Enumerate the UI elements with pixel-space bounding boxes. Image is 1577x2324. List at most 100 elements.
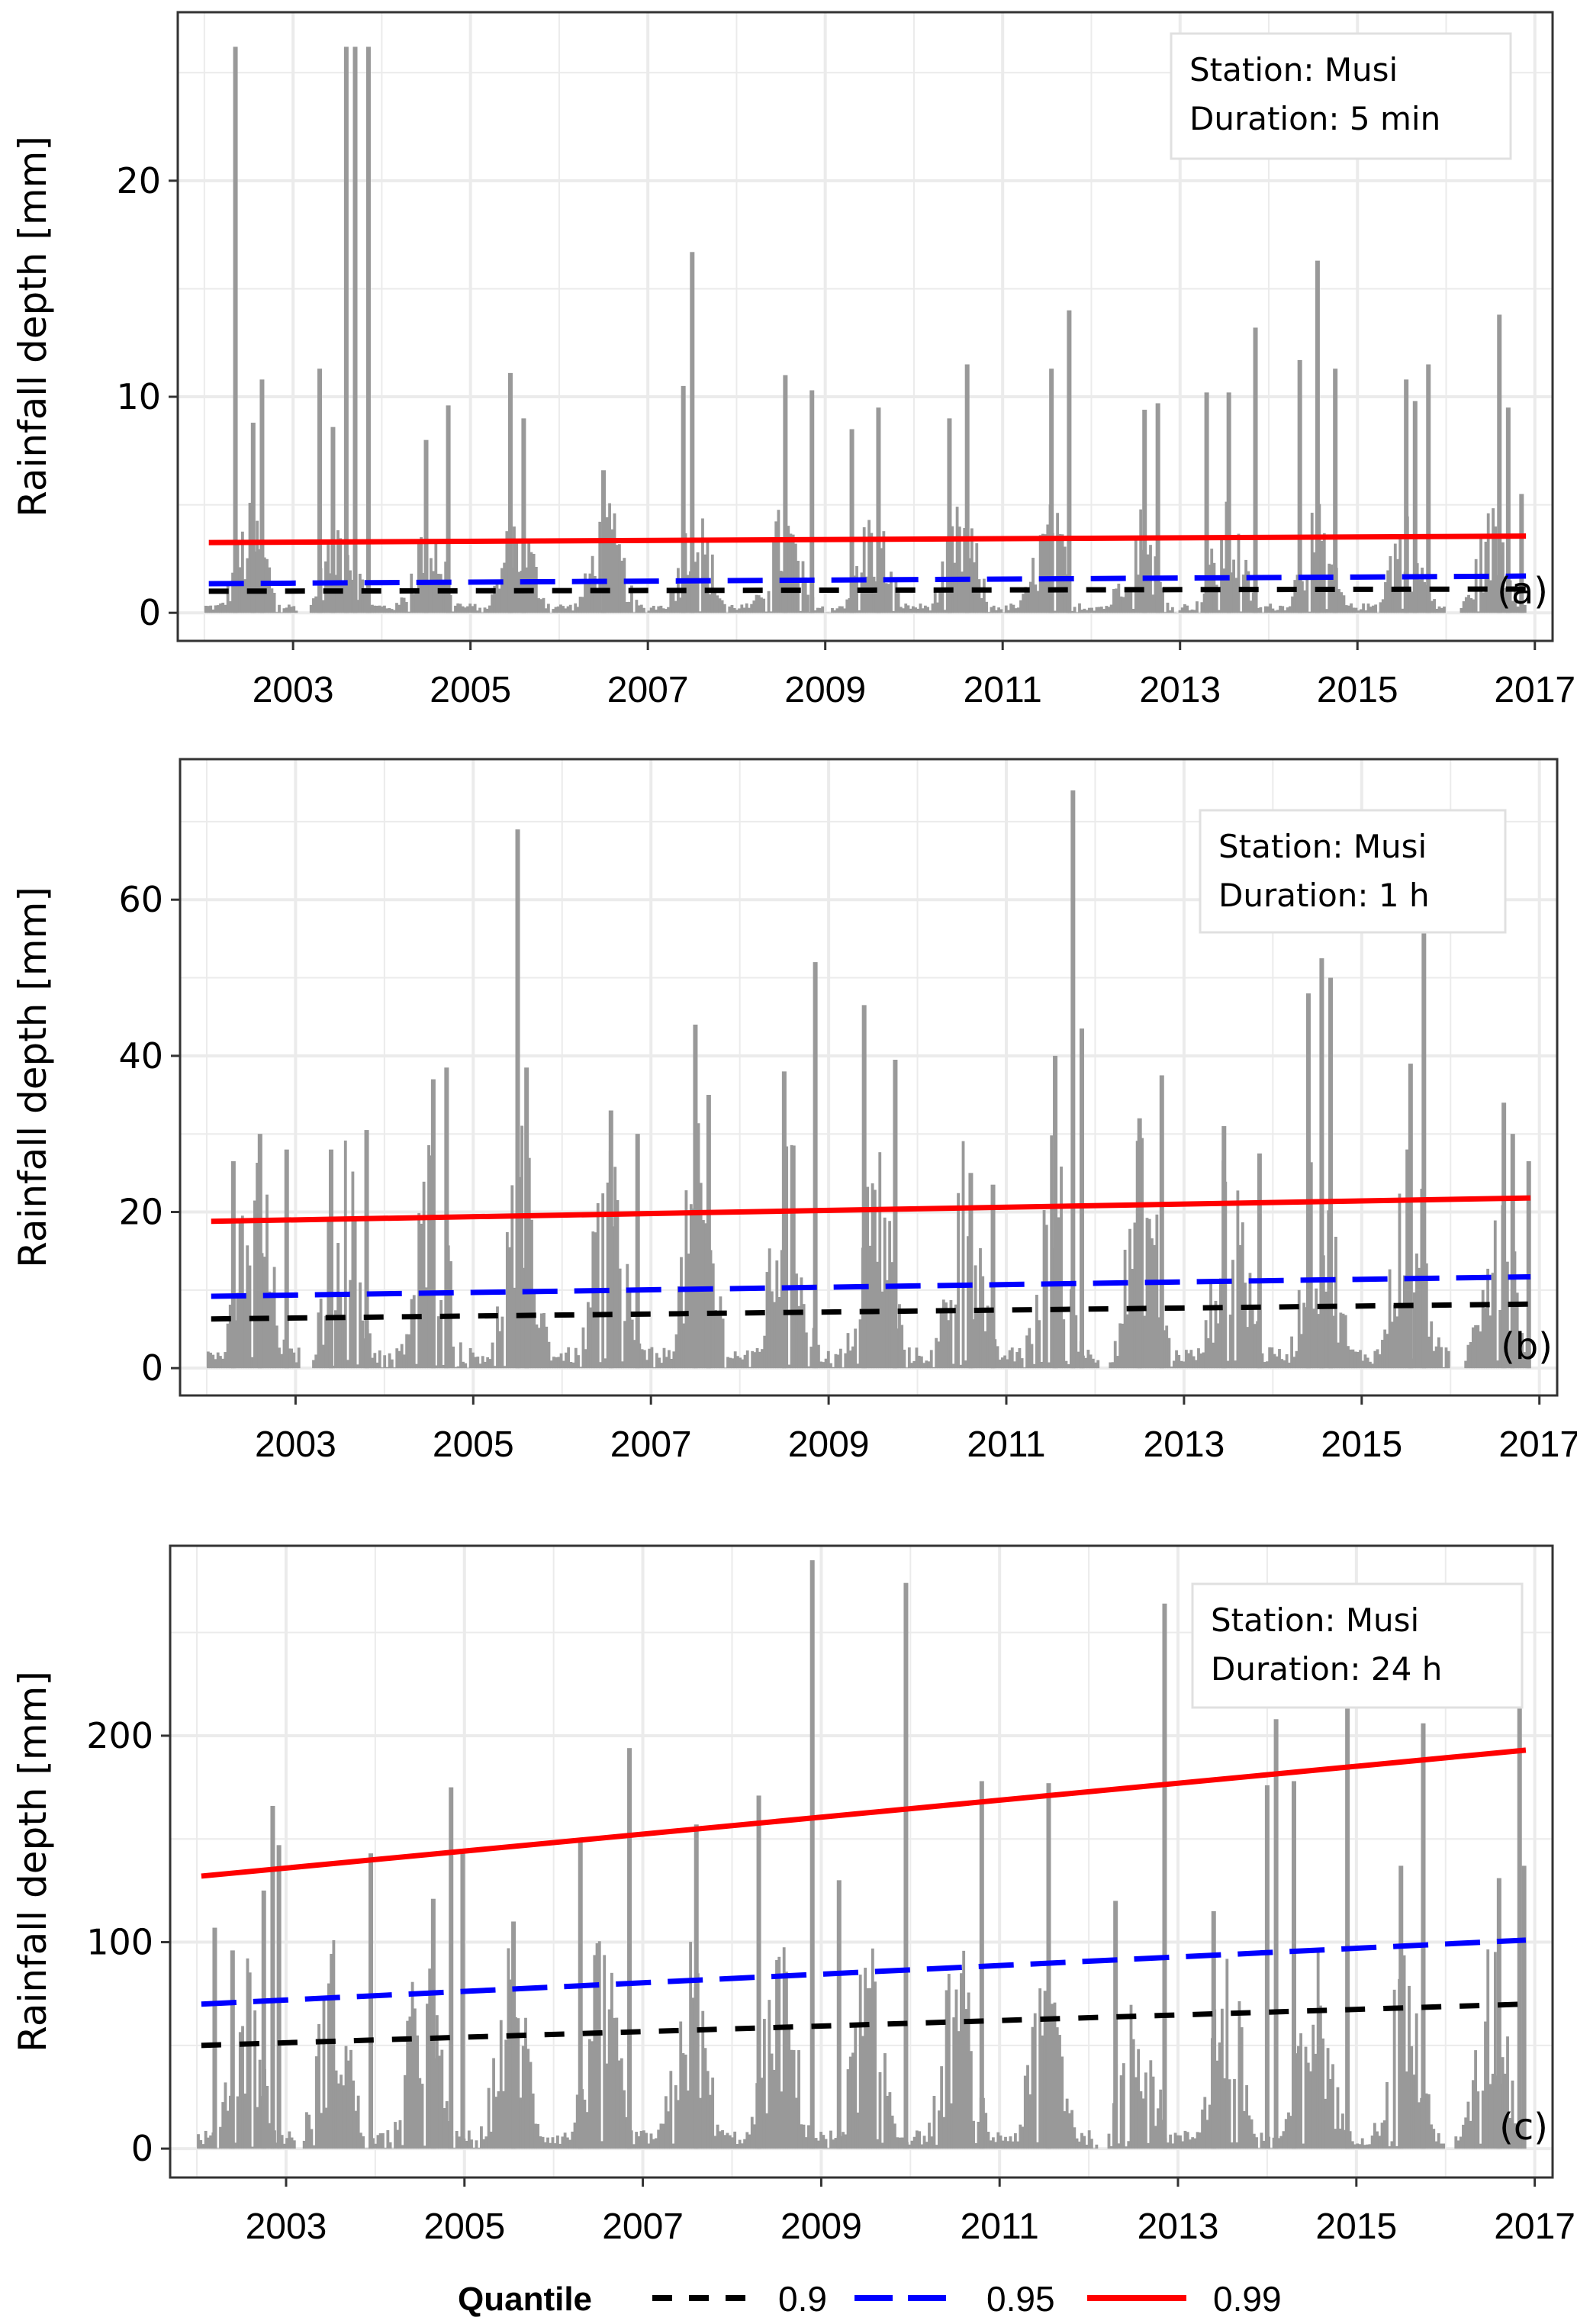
- bar: [731, 1358, 735, 1369]
- bar: [268, 2123, 272, 2149]
- bar: [1141, 1138, 1144, 1369]
- bar: [1157, 2108, 1160, 2149]
- bar: [861, 2036, 864, 2149]
- bar: [591, 2041, 594, 2149]
- bar: [980, 597, 983, 613]
- plot-border: [176, 11, 1554, 642]
- bar: [359, 1282, 362, 1369]
- bar: [608, 503, 611, 613]
- x-tick-label: 2007: [602, 2207, 684, 2247]
- bar: [385, 1366, 389, 1369]
- bar: [790, 1144, 793, 1369]
- x-tick-label: 2015: [1321, 1424, 1402, 1465]
- bar: [1151, 1238, 1154, 1369]
- bar: [650, 1347, 654, 1369]
- bar: [1300, 581, 1304, 613]
- bar: [1250, 2119, 1254, 2149]
- bar: [231, 572, 234, 613]
- bar: [802, 1304, 806, 1369]
- bar: [883, 1217, 887, 1369]
- bar: [911, 606, 915, 613]
- bar: [699, 2097, 702, 2149]
- bar: [904, 604, 908, 613]
- quantile-line-0.95: [201, 1937, 1527, 2007]
- bar: [750, 604, 754, 613]
- bar: [586, 1302, 590, 1369]
- bar: [885, 1279, 889, 1369]
- bar: [499, 2020, 503, 2149]
- bar: [246, 558, 249, 613]
- bar: [1209, 1279, 1212, 1369]
- bar: [943, 610, 947, 613]
- bar: [1511, 2080, 1514, 2149]
- bar: [1196, 601, 1199, 613]
- bar: [896, 592, 900, 613]
- bar: [290, 2137, 294, 2149]
- bar: [868, 1988, 872, 2149]
- bar: [1395, 1316, 1399, 1369]
- bar: [1078, 603, 1081, 613]
- bar: [1503, 2073, 1507, 2149]
- bar: [1287, 1362, 1291, 1369]
- bar: [928, 610, 932, 613]
- bar: [1226, 1360, 1230, 1369]
- bar: [1250, 1309, 1254, 1369]
- bar: [577, 1355, 580, 1369]
- bar: [932, 1367, 935, 1369]
- bar: [1228, 1314, 1232, 1369]
- bar: [769, 611, 773, 613]
- bar: [363, 592, 367, 613]
- bar: [898, 2137, 902, 2149]
- bar: [356, 2095, 360, 2149]
- bar: [1123, 1249, 1127, 1369]
- bar: [554, 607, 558, 613]
- bar: [845, 599, 849, 613]
- bar: [1389, 555, 1392, 613]
- bar: [599, 1362, 602, 1369]
- y-tick-label: 0: [139, 592, 161, 633]
- bar: [947, 1320, 951, 1369]
- bar: [559, 1353, 563, 1369]
- bar: [204, 2130, 208, 2149]
- bar: [1073, 607, 1077, 613]
- bar: [1119, 2075, 1123, 2149]
- bar: [270, 1292, 274, 1369]
- bar: [1009, 604, 1013, 613]
- bar: [1020, 1358, 1024, 1369]
- bar: [1437, 1337, 1440, 1369]
- bar: [1222, 568, 1226, 613]
- bar: [268, 1291, 272, 1369]
- bar: [625, 602, 629, 613]
- bar: [388, 2142, 392, 2149]
- bar: [843, 608, 846, 613]
- bar: [1282, 2131, 1286, 2149]
- bar-peak: [1510, 1134, 1515, 1369]
- bar: [400, 597, 404, 613]
- bar: [872, 576, 876, 613]
- bar: [1309, 1162, 1313, 1369]
- bar: [780, 2091, 784, 2149]
- bar: [471, 606, 475, 613]
- bar: [1176, 2135, 1180, 2149]
- bar: [1015, 1352, 1019, 1369]
- bar: [940, 2066, 944, 2149]
- bar: [463, 607, 467, 613]
- bar: [390, 609, 394, 613]
- bar: [1440, 607, 1443, 613]
- bar-peak: [1496, 1878, 1501, 2149]
- bar: [1268, 1347, 1272, 1369]
- bar: [1379, 602, 1382, 613]
- bar: [1437, 2132, 1440, 2149]
- bar: [1231, 1260, 1234, 1369]
- bar: [327, 542, 330, 613]
- bar: [412, 594, 416, 613]
- bar: [378, 2133, 382, 2149]
- bar: [880, 1291, 884, 1369]
- bar: [748, 607, 751, 613]
- bar: [1432, 1350, 1436, 1369]
- bar: [951, 1363, 955, 1369]
- bar: [588, 573, 592, 613]
- bar: [753, 1352, 757, 1369]
- bar: [985, 601, 988, 613]
- bar: [385, 608, 389, 613]
